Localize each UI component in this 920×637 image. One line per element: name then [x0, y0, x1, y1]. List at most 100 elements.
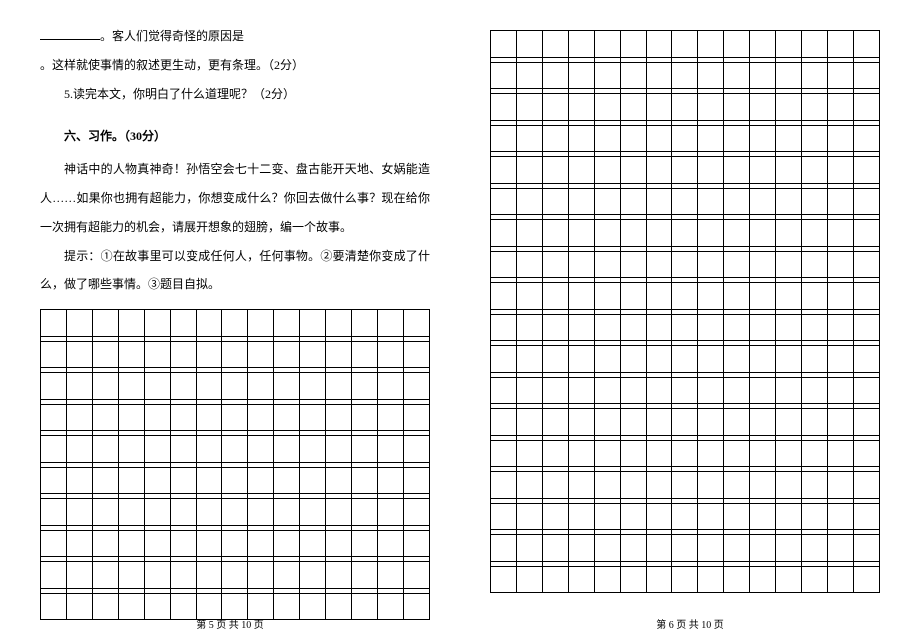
writing-cell: [516, 62, 542, 89]
writing-cell: [724, 251, 750, 278]
writing-cell: [827, 188, 853, 215]
writing-cell: [568, 440, 594, 467]
writing-cell: [568, 283, 594, 310]
writing-cell: [620, 409, 646, 436]
writing-cell: [698, 566, 724, 593]
writing-cell: [542, 94, 568, 121]
writing-cell: [491, 566, 517, 593]
writing-cell: [326, 467, 352, 494]
writing-cell: [274, 467, 300, 494]
line1: 。客人们觉得奇怪的原因是: [40, 22, 430, 51]
writing-cell: [516, 283, 542, 310]
writing-cell: [672, 472, 698, 499]
writing-cell: [66, 341, 92, 368]
writing-cell: [516, 31, 542, 58]
writing-cell: [66, 562, 92, 589]
writing-cell: [66, 404, 92, 431]
writing-cell: [516, 251, 542, 278]
writing-cell: [118, 341, 144, 368]
writing-cell: [568, 94, 594, 121]
writing-cell: [672, 188, 698, 215]
writing-cell: [326, 341, 352, 368]
writing-cell: [672, 566, 698, 593]
writing-cell: [672, 377, 698, 404]
writing-cell: [516, 125, 542, 152]
writing-cell: [646, 62, 672, 89]
writing-cell: [377, 562, 403, 589]
writing-cell: [377, 373, 403, 400]
writing-cell: [776, 251, 802, 278]
writing-cell: [248, 562, 274, 589]
writing-cell: [594, 346, 620, 373]
writing-cell: [66, 310, 92, 337]
writing-cell: [620, 31, 646, 58]
writing-cell: [698, 472, 724, 499]
writing-cell: [222, 499, 248, 526]
writing-cell: [750, 188, 776, 215]
writing-cell: [196, 467, 222, 494]
writing-cell: [802, 440, 828, 467]
writing-cell: [594, 440, 620, 467]
writing-cell: [170, 436, 196, 463]
writing-cell: [594, 188, 620, 215]
writing-cell: [853, 377, 879, 404]
writing-cell: [802, 157, 828, 184]
writing-cell: [594, 31, 620, 58]
writing-cell: [802, 125, 828, 152]
writing-cell: [144, 467, 170, 494]
writing-cell: [724, 31, 750, 58]
writing-cell: [620, 346, 646, 373]
writing-cell: [568, 566, 594, 593]
writing-cell: [594, 314, 620, 341]
writing-cell: [196, 341, 222, 368]
writing-cell: [118, 436, 144, 463]
writing-cell: [516, 472, 542, 499]
writing-cell: [776, 409, 802, 436]
writing-cell: [827, 220, 853, 247]
writing-cell: [377, 341, 403, 368]
line2: 。这样就使事情的叙述更生动，更有条理。（2分）: [40, 51, 430, 80]
writing-cell: [118, 404, 144, 431]
writing-cell: [92, 530, 118, 557]
writing-cell: [672, 346, 698, 373]
writing-grid-right: [490, 30, 880, 593]
writing-cell: [542, 377, 568, 404]
writing-cell: [222, 467, 248, 494]
writing-cell: [196, 436, 222, 463]
writing-cell: [853, 346, 879, 373]
writing-cell: [118, 373, 144, 400]
writing-cell: [620, 62, 646, 89]
writing-cell: [594, 251, 620, 278]
writing-cell: [118, 562, 144, 589]
writing-cell: [750, 94, 776, 121]
writing-cell: [491, 440, 517, 467]
writing-cell: [144, 499, 170, 526]
writing-cell: [776, 346, 802, 373]
writing-cell: [274, 404, 300, 431]
writing-cell: [403, 341, 429, 368]
writing-cell: [542, 62, 568, 89]
writing-cell: [646, 377, 672, 404]
writing-cell: [568, 503, 594, 530]
writing-cell: [352, 404, 378, 431]
writing-cell: [620, 314, 646, 341]
writing-cell: [672, 314, 698, 341]
writing-cell: [568, 62, 594, 89]
writing-cell: [41, 404, 67, 431]
writing-cell: [66, 499, 92, 526]
writing-cell: [222, 341, 248, 368]
writing-cell: [672, 409, 698, 436]
writing-cell: [802, 377, 828, 404]
page-container: 。客人们觉得奇怪的原因是 。这样就使事情的叙述更生动，更有条理。（2分） 5.读…: [0, 0, 920, 637]
writing-cell: [41, 373, 67, 400]
writing-cell: [827, 346, 853, 373]
writing-cell: [620, 377, 646, 404]
writing-cell: [248, 310, 274, 337]
writing-cell: [827, 62, 853, 89]
writing-cell: [853, 251, 879, 278]
writing-cell: [802, 283, 828, 310]
writing-cell: [646, 503, 672, 530]
writing-cell: [853, 188, 879, 215]
writing-cell: [646, 283, 672, 310]
writing-cell: [853, 314, 879, 341]
